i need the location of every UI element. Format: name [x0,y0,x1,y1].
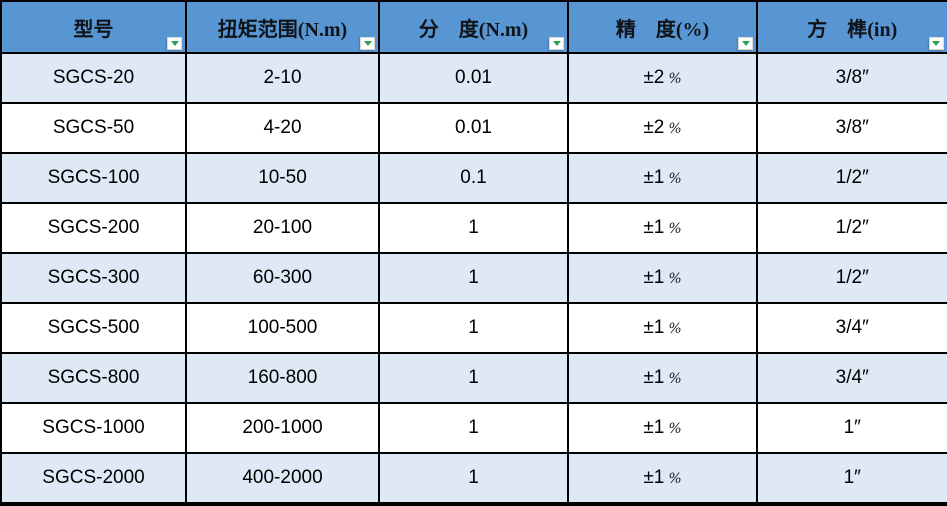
torque-range-cell: 20-100 [185,202,380,254]
accuracy-cell: ±1% [567,202,758,254]
square-drive-cell: 1/2″ [756,202,947,254]
table-row: SGCS-1000 200-1000 1 ±1% 1″ [0,402,947,454]
header-accuracy-label: 精 度(%) [615,18,710,41]
torque-range-cell: 2-10 [185,52,380,104]
table-row: SGCS-20 2-10 0.01 ±2% 3/8″ [0,52,947,104]
percent-sign: % [668,221,682,237]
chevron-down-icon [552,41,561,46]
table-row: SGCS-800 160-800 1 ±1% 3/4″ [0,352,947,404]
percent-sign: % [668,471,682,487]
accuracy-value: ±1 [643,217,665,238]
model-cell: SGCS-800 [0,352,187,404]
header-torque-range-label: 扭矩范围(N.m) [217,18,348,41]
percent-sign: % [668,121,682,137]
filter-dropdown-button-division[interactable] [549,37,564,50]
torque-range-cell: 60-300 [185,252,380,304]
division-cell: 1 [378,452,569,505]
table-row: SGCS-200 20-100 1 ±1% 1/2″ [0,202,947,254]
accuracy-cell: ±1% [567,352,758,404]
model-cell: SGCS-200 [0,202,187,254]
filter-dropdown-button-square-drive[interactable] [928,37,944,50]
torque-range-cell: 400-2000 [185,452,380,505]
percent-sign: % [668,421,682,437]
table-row: SGCS-50 4-20 0.01 ±2% 3/8″ [0,102,947,154]
model-cell: SGCS-20 [0,52,187,104]
accuracy-value: ±1 [643,167,665,188]
table-row: SGCS-300 60-300 1 ±1% 1/2″ [0,252,947,304]
accuracy-value: ±2 [643,117,665,138]
square-drive-cell: 3/8″ [756,52,947,104]
accuracy-value: ±1 [643,267,665,288]
square-drive-cell: 3/4″ [756,302,947,354]
accuracy-value: ±1 [643,417,665,438]
division-cell: 1 [378,302,569,354]
model-cell: SGCS-50 [0,102,187,154]
division-cell: 1 [378,402,569,454]
header-row: 型号 扭矩范围(N.m) 分 度(N.m) 精 度(%) 方 榫(in) [0,0,947,54]
model-cell: SGCS-500 [0,302,187,354]
accuracy-value: ±2 [643,67,665,88]
filter-dropdown-button-model[interactable] [167,37,182,50]
square-drive-cell: 1/2″ [756,152,947,204]
torque-range-cell: 10-50 [185,152,380,204]
accuracy-cell: ±1% [567,152,758,204]
accuracy-value: ±1 [643,317,665,338]
square-drive-cell: 1/2″ [756,252,947,304]
model-cell: SGCS-1000 [0,402,187,454]
model-cell: SGCS-2000 [0,452,187,505]
division-cell: 0.1 [378,152,569,204]
accuracy-cell: ±1% [567,402,758,454]
filter-dropdown-button-accuracy[interactable] [738,37,753,50]
table-row: SGCS-100 10-50 0.1 ±1% 1/2″ [0,152,947,204]
percent-sign: % [668,171,682,187]
model-cell: SGCS-300 [0,252,187,304]
header-model-label: 型号 [73,18,114,41]
filter-dropdown-button-torque-range[interactable] [360,37,375,50]
percent-sign: % [668,71,682,87]
percent-sign: % [668,321,682,337]
square-drive-cell: 1″ [756,452,947,505]
division-cell: 1 [378,352,569,404]
square-drive-cell: 1″ [756,402,947,454]
header-model: 型号 [0,0,187,54]
square-drive-cell: 3/8″ [756,102,947,154]
accuracy-cell: ±2% [567,52,758,104]
chevron-down-icon [932,41,940,46]
accuracy-cell: ±1% [567,452,758,505]
chevron-down-icon [741,41,750,46]
header-division: 分 度(N.m) [378,0,569,54]
accuracy-cell: ±1% [567,252,758,304]
percent-sign: % [668,371,682,387]
division-cell: 0.01 [378,52,569,104]
header-division-label: 分 度(N.m) [418,18,529,41]
percent-sign: % [668,271,682,287]
header-square-drive: 方 榫(in) [756,0,947,54]
chevron-down-icon [363,41,372,46]
torque-range-cell: 160-800 [185,352,380,404]
header-accuracy: 精 度(%) [567,0,758,54]
chevron-down-icon [170,41,179,46]
model-cell: SGCS-100 [0,152,187,204]
table-row: SGCS-2000 400-2000 1 ±1% 1″ [0,452,947,505]
torque-range-cell: 200-1000 [185,402,380,454]
accuracy-cell: ±1% [567,302,758,354]
division-cell: 0.01 [378,102,569,154]
torque-range-cell: 4-20 [185,102,380,154]
accuracy-cell: ±2% [567,102,758,154]
division-cell: 1 [378,202,569,254]
square-drive-cell: 3/4″ [756,352,947,404]
torque-range-cell: 100-500 [185,302,380,354]
accuracy-value: ±1 [643,367,665,388]
header-square-drive-label: 方 榫(in) [807,18,898,41]
division-cell: 1 [378,252,569,304]
table-row: SGCS-500 100-500 1 ±1% 3/4″ [0,302,947,354]
header-torque-range: 扭矩范围(N.m) [185,0,380,54]
accuracy-value: ±1 [643,467,665,488]
